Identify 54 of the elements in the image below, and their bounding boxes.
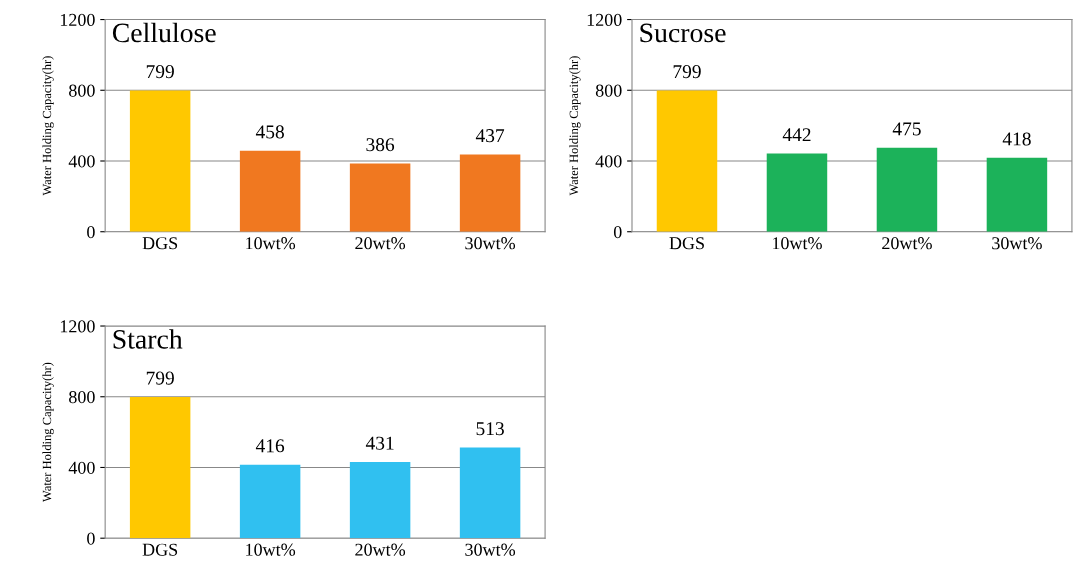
y-axis-title: Water Holding Capacity(hr): [42, 362, 54, 503]
x-tick-label: 20wt%: [882, 237, 932, 250]
y-tick-label: 800: [69, 391, 95, 404]
data-label: 458: [255, 125, 284, 139]
y-axis-title: Water Holding Capacity(hr): [42, 56, 54, 196]
y-tick-label: 400: [68, 461, 95, 474]
data-label: 513: [476, 422, 504, 436]
y-tick-label: 0: [613, 225, 622, 239]
y-tick-label: 1200: [587, 13, 622, 26]
x-tick-label: DGS: [142, 543, 178, 556]
data-label: 799: [673, 65, 701, 79]
data-label: 386: [366, 138, 395, 152]
bar: [459, 447, 521, 539]
y-tick-label: 1200: [60, 13, 95, 26]
y-axis-title: Water Holding Capacity(hr): [569, 56, 581, 196]
y-tick-label: 800: [595, 84, 622, 97]
chart-title: Cellulose: [112, 22, 216, 43]
x-tick-label: 30wt%: [465, 237, 516, 250]
data-label: 416: [255, 439, 285, 453]
bar: [986, 157, 1048, 232]
y-tick-label: 400: [68, 155, 95, 168]
chart-title: Starch: [113, 329, 183, 349]
x-tick-label: 20wt%: [355, 237, 406, 250]
x-tick-label: 10wt%: [772, 237, 822, 250]
bar: [766, 153, 828, 232]
bar: [129, 396, 191, 539]
bar: [656, 90, 718, 232]
y-tick-label: 0: [87, 532, 95, 545]
data-label: 799: [146, 371, 174, 385]
x-tick-label: 30wt%: [465, 543, 516, 556]
bar: [129, 90, 191, 232]
x-tick-label: DGS: [142, 237, 178, 250]
x-tick-label: 10wt%: [246, 543, 296, 556]
bar: [349, 163, 411, 232]
y-tick-label: 1200: [60, 320, 95, 333]
bar: [349, 461, 411, 539]
bar: [239, 464, 301, 539]
bar: [876, 147, 938, 232]
bar: [459, 154, 521, 232]
data-label: 799: [146, 65, 174, 79]
chart-title: Sucrose: [640, 23, 726, 43]
x-tick-label: 20wt%: [355, 543, 406, 556]
data-label: 442: [782, 128, 811, 142]
x-tick-label: 30wt%: [992, 237, 1042, 250]
x-tick-label: DGS: [669, 237, 704, 250]
y-tick-label: 800: [69, 84, 95, 97]
y-tick-label: 0: [87, 225, 95, 239]
data-label: 475: [892, 122, 921, 136]
x-tick-label: 10wt%: [246, 237, 296, 250]
data-label: 431: [365, 436, 394, 450]
data-label: 418: [1002, 132, 1031, 146]
bar: [239, 150, 301, 232]
y-tick-label: 400: [595, 155, 622, 168]
data-label: 437: [475, 129, 505, 143]
